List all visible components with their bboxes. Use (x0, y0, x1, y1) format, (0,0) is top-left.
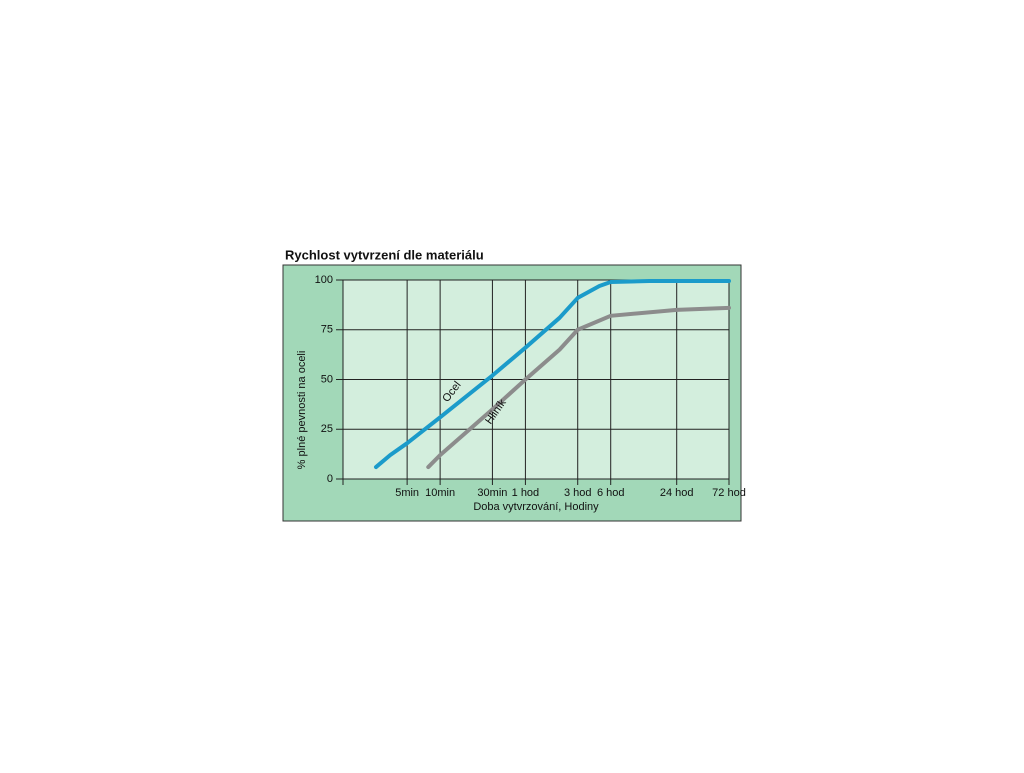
y-tick-label: 50 (321, 373, 333, 385)
x-tick-label: 6 hod (597, 487, 625, 499)
x-axis-label: Doba vytvrzování, Hodiny (473, 501, 599, 513)
y-tick-label: 25 (321, 423, 333, 435)
y-tick-label: 100 (315, 274, 333, 286)
series-line (426, 305, 731, 470)
x-tick-label: 10min (425, 487, 455, 499)
series-line (373, 278, 731, 470)
x-tick-label: 1 hod (512, 487, 540, 499)
x-tick-label: 72 hod (712, 487, 746, 499)
y-axis-label: % plné pevnosti na oceli (296, 351, 308, 470)
x-tick-label: 5min (395, 487, 419, 499)
x-tick-label: 30min (477, 487, 507, 499)
chart-title: Rychlost vytvrzení dle materiálu (285, 247, 484, 262)
x-tick-label: 24 hod (660, 487, 694, 499)
y-tick-label: 0 (327, 473, 333, 485)
y-tick-label: 75 (321, 324, 333, 336)
x-tick-label: 3 hod (564, 487, 592, 499)
